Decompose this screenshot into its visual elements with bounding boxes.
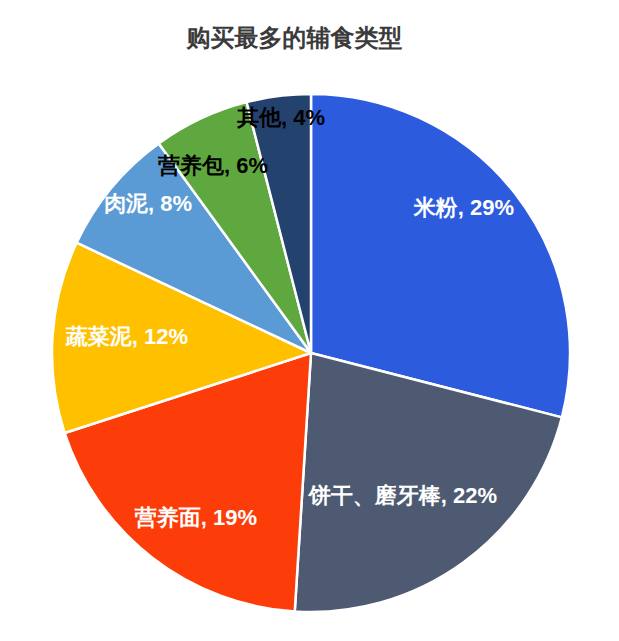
pie-slice-label-3: 营养面, 19% <box>134 505 257 530</box>
pie-slice-label-1: 米粉, 29% <box>413 195 514 220</box>
pie-slice-label-5: 肉泥, 8% <box>104 191 192 216</box>
pie-slice-label-4: 蔬菜泥, 12% <box>65 324 188 349</box>
pie-chart: 米粉, 29% 饼干、磨牙棒, 22% 营养面, 19% 蔬菜泥, 12% 肉泥, 8%… <box>0 0 619 641</box>
pie-slice-label-2: 饼干、磨牙棒, 22% <box>308 483 497 508</box>
pie-slice-label-6: 营养包, 6% <box>157 153 268 178</box>
page: { "chart_data": { "type": "pie", "title"… <box>0 0 619 641</box>
pie-slice-label-7: 其他, 4% <box>236 105 325 130</box>
